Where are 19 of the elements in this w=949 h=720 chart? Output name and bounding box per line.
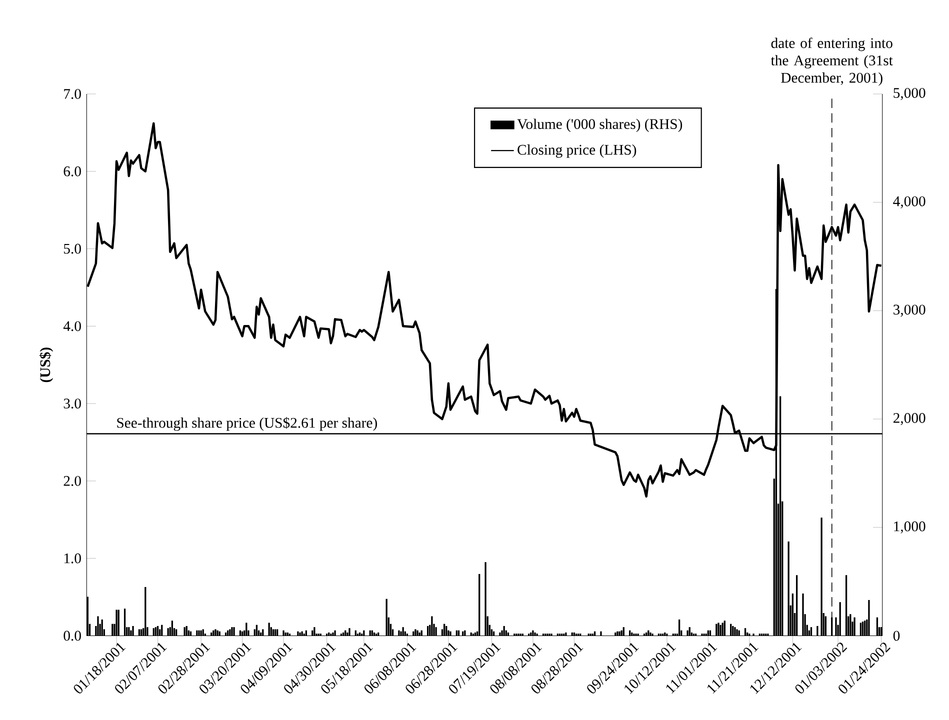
legend-label: Closing price (LHS) (518, 144, 636, 158)
ref-line-label: date of entering into the Agreement (31st December, 2001) (770, 38, 893, 86)
y-tick-label: 2.0 (64, 476, 81, 486)
y-tick-label: 5.0 (64, 244, 81, 254)
y-tick-label: 1.0 (64, 554, 81, 564)
y2-tick-label: 1,000 (894, 522, 926, 534)
y2-tick-label: 4,000 (893, 196, 926, 208)
y-tick-label: 3.0 (64, 398, 81, 409)
legend-label: Volume ('000 shares) (RHS) (517, 118, 682, 132)
y-axis-title: (US$) (39, 348, 54, 382)
y-tick-label: 6.0 (64, 166, 81, 176)
y-tick-label: 7.0 (64, 89, 81, 100)
y2-tick-label: 3,000 (894, 304, 926, 317)
ref-line-label: See-through share price (US$2.61 per share) (117, 417, 377, 431)
y2-tick-label: 5,000 (894, 88, 926, 100)
y-tick-label: 0.0 (64, 630, 81, 641)
y-tick-label: 4.0 (63, 321, 81, 332)
y2-tick-label: 2,000 (893, 413, 926, 426)
y2-tick-label: 0 (893, 630, 900, 641)
